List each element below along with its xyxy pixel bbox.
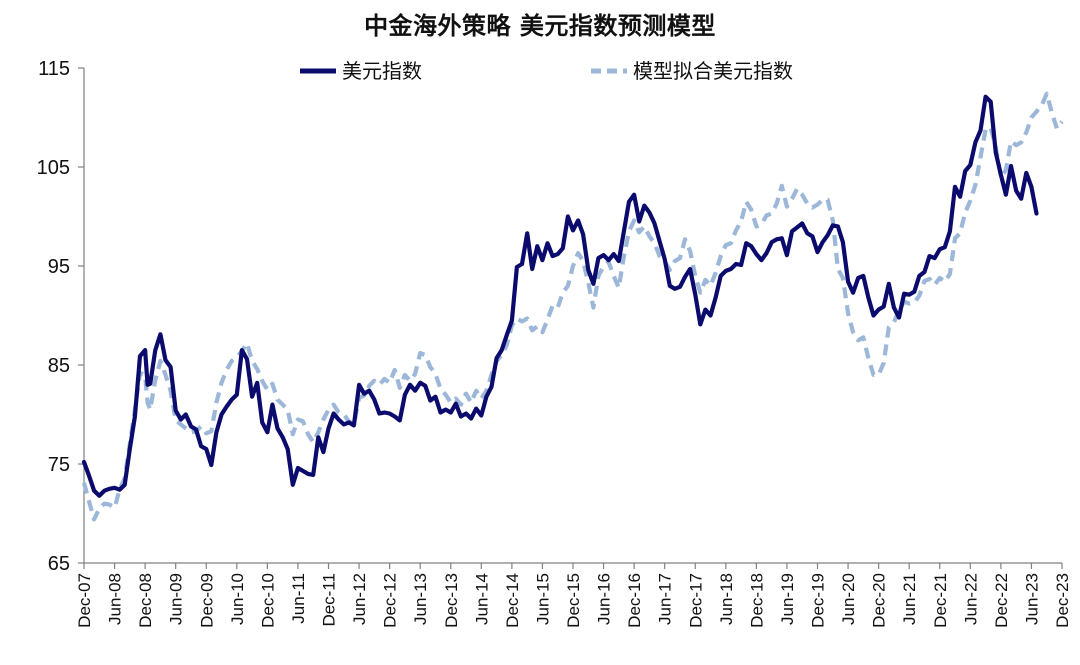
- x-tick-label: Jun-09: [167, 573, 186, 625]
- x-tick-label: Dec-14: [503, 573, 522, 628]
- x-tick-label: Dec-10: [258, 573, 277, 628]
- x-tick-label: Dec-15: [564, 573, 583, 628]
- x-tick-label: Dec-16: [625, 573, 644, 628]
- x-tick-label: Jun-22: [961, 573, 980, 625]
- x-tick-label: Dec-07: [75, 573, 94, 628]
- axes: 65 75 85 95 105 115 Dec-07 Jun-08 Dec-08 Jun-09 De…: [37, 58, 1072, 628]
- series-dxy-line: [81, 94, 1039, 498]
- x-tick-label: Dec-23: [1053, 573, 1072, 628]
- chart-title: 中金海外策略 美元指数预测模型: [364, 12, 716, 40]
- series-lines: [81, 91, 1064, 522]
- x-tick-label: Jun-17: [656, 573, 675, 625]
- x-tick-label: Jun-11: [289, 573, 308, 624]
- x-tick-label: Jun-23: [1022, 573, 1041, 625]
- x-tick-label: Jun-14: [472, 573, 491, 625]
- x-tick-label: Dec-18: [747, 573, 766, 628]
- y-tick-label: 65: [48, 553, 70, 575]
- x-tick-label: Dec-13: [442, 573, 461, 628]
- y-tick-label: 75: [48, 454, 70, 476]
- x-tick-label: Jun-20: [839, 573, 858, 625]
- y-tick-label: 95: [48, 256, 70, 278]
- x-tick-label: Jun-13: [411, 573, 430, 625]
- legend: 美元指数 模型拟合美元指数: [300, 59, 793, 83]
- x-tick-label: Dec-11: [320, 573, 339, 627]
- legend-label-dxy: 美元指数: [342, 59, 422, 83]
- legend-label-model: 模型拟合美元指数: [633, 59, 793, 83]
- x-tick-label: Dec-19: [809, 573, 828, 628]
- y-tick-label: 105: [37, 157, 70, 179]
- x-tick-label: Dec-12: [381, 573, 400, 628]
- x-tick-label: Jun-21: [900, 573, 919, 625]
- x-tick-label: Jun-10: [228, 573, 247, 625]
- x-tick-label: Jun-15: [533, 573, 552, 625]
- y-tick-label: 115: [38, 58, 70, 80]
- x-tick-label: Dec-21: [931, 573, 950, 628]
- x-tick-label: Dec-17: [686, 573, 705, 628]
- y-tick-label: 85: [48, 355, 70, 377]
- x-tick-label: Dec-08: [136, 573, 155, 628]
- x-tick-label: Dec-09: [197, 573, 216, 628]
- x-tick-label: Jun-18: [717, 573, 736, 625]
- x-tick-label: Jun-12: [350, 573, 369, 625]
- x-tick-label: Jun-08: [106, 573, 125, 625]
- x-tick-label: Jun-16: [595, 573, 614, 625]
- x-tick-label: Dec-20: [870, 573, 889, 628]
- x-tick-label: Jun-19: [778, 573, 797, 625]
- x-tick-label: Dec-22: [992, 573, 1011, 628]
- series-model-fitted-line: [81, 91, 1064, 522]
